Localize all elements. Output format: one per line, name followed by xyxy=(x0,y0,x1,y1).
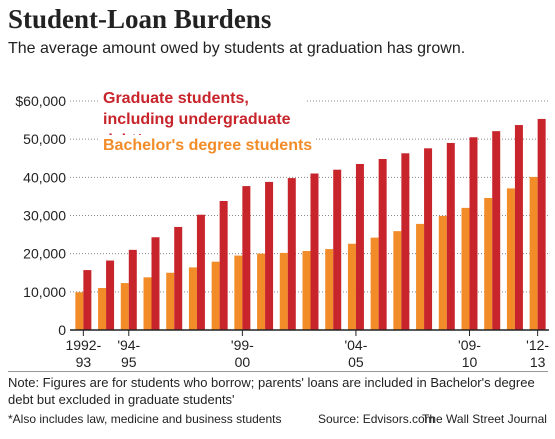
bar xyxy=(492,131,501,330)
bar xyxy=(83,270,92,330)
chart-subtitle: The average amount owed by students at g… xyxy=(8,40,466,57)
bar xyxy=(514,125,523,330)
y-tick-label: 30,000 xyxy=(23,208,66,224)
chart-title: Student-Loan Burdens xyxy=(8,4,272,34)
legend-entry: Bachelor's degree students xyxy=(100,135,316,156)
footnote: *Also includes law, medicine and busines… xyxy=(8,412,282,426)
x-tick-label: '94-95 xyxy=(117,337,140,370)
bar xyxy=(174,226,183,330)
x-tick-label: '04-05 xyxy=(344,337,367,370)
bar xyxy=(537,118,546,331)
x-tick-label-line: 00 xyxy=(235,354,251,370)
bar xyxy=(355,163,364,330)
bar xyxy=(120,283,129,330)
bar xyxy=(469,137,478,330)
note: Note: Figures are for students who borro… xyxy=(8,375,535,407)
bar xyxy=(484,197,493,330)
bar xyxy=(257,253,266,330)
x-tick-label-line: '94- xyxy=(117,337,140,353)
x-tick-label-line: 95 xyxy=(121,354,137,370)
bar xyxy=(446,142,455,330)
y-tick-label: 50,000 xyxy=(23,131,66,147)
y-tick-label: 40,000 xyxy=(23,169,66,185)
bar xyxy=(211,261,220,330)
bar xyxy=(143,277,152,330)
bar xyxy=(151,237,160,330)
bar xyxy=(98,288,107,330)
bar xyxy=(401,153,410,330)
x-tick-label-line: 93 xyxy=(76,354,92,370)
bar xyxy=(219,200,228,330)
bar xyxy=(378,159,387,330)
credit: The Wall Street Journal xyxy=(422,412,547,426)
y-tick-label: 10,000 xyxy=(23,284,66,300)
x-tick-label: '99-00 xyxy=(231,337,254,370)
bar xyxy=(234,255,243,330)
bar xyxy=(424,148,433,330)
bar xyxy=(333,169,342,330)
bar xyxy=(242,186,251,330)
x-tick-label-line: 13 xyxy=(530,354,546,370)
x-tick-label-line: '09- xyxy=(458,337,481,353)
bar xyxy=(106,260,115,330)
y-tick-label: 0 xyxy=(58,322,66,338)
bar xyxy=(529,176,538,330)
bar xyxy=(393,231,402,330)
divider xyxy=(8,371,548,372)
bar xyxy=(370,237,379,330)
x-tick-label-line: 05 xyxy=(348,354,364,370)
bar xyxy=(438,215,447,330)
x-tick-label-line: '04- xyxy=(344,337,367,353)
bar xyxy=(188,267,197,330)
x-tick-label-line: '99- xyxy=(231,337,254,353)
x-tick-label-line: 10 xyxy=(462,354,478,370)
bar xyxy=(416,223,425,330)
bar xyxy=(287,178,296,330)
bar xyxy=(302,250,311,330)
bar xyxy=(166,272,175,330)
y-tick-label: 20,000 xyxy=(23,246,66,262)
bar xyxy=(75,292,84,330)
x-tick-label: '12-13 xyxy=(526,337,549,370)
bar xyxy=(265,181,274,330)
bar xyxy=(310,173,319,330)
bar xyxy=(279,252,288,330)
y-tick-label: $60,000 xyxy=(15,93,66,109)
bar xyxy=(128,249,137,330)
bar xyxy=(506,188,515,330)
bar xyxy=(196,214,205,330)
x-tick-label-line: 1992- xyxy=(65,337,101,353)
x-tick-label-line: '12- xyxy=(526,337,549,353)
bar xyxy=(461,207,470,330)
bar xyxy=(325,249,334,330)
source: Source: Edvisors.com xyxy=(318,412,435,426)
bar xyxy=(347,243,356,330)
x-tick-label: '09-10 xyxy=(458,337,481,370)
x-tick-label: 1992-93 xyxy=(65,337,101,370)
